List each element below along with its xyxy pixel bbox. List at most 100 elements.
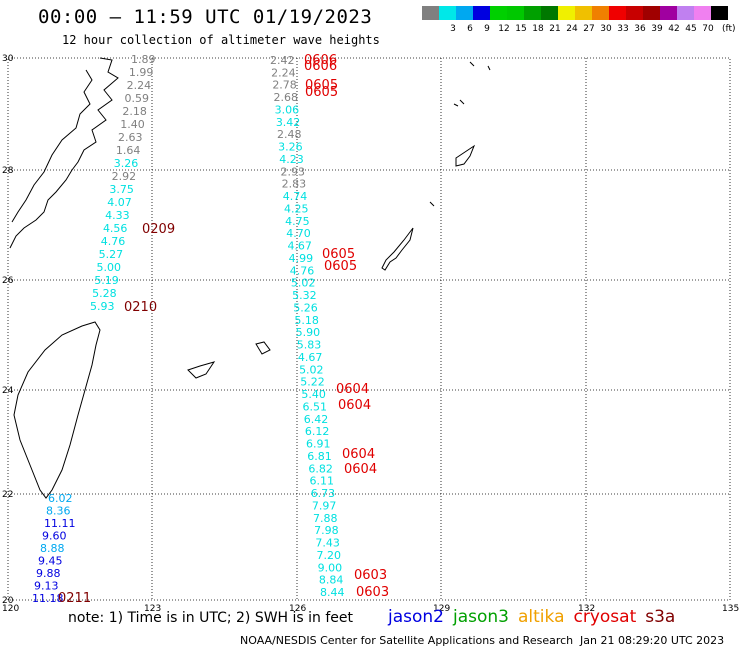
wave-height-value: 5.32: [292, 289, 317, 302]
colorbar-swatch: [541, 6, 558, 20]
wave-height-value: 3.75: [109, 183, 134, 196]
lon-tick-label: 135: [722, 604, 739, 614]
wave-height-value: 6.12: [305, 425, 330, 438]
wave-height-value: 2.63: [118, 131, 143, 144]
wave-height-value: 2.24: [271, 66, 296, 79]
colorbar-tick-label: 27: [583, 24, 594, 34]
wave-height-value: 7.88: [313, 512, 338, 525]
lon-tick-label: 132: [578, 604, 595, 614]
colorbar-swatch: [660, 6, 677, 20]
colorbar-tick-label: 42: [668, 24, 679, 34]
pass-time-label: 0605: [305, 85, 338, 100]
wave-height-value: 5.26: [293, 301, 318, 314]
colorbar-tick-label: 70: [702, 24, 714, 34]
wave-height-value: 5.90: [296, 326, 321, 339]
wave-height-value: 11.11: [44, 517, 76, 530]
wave-height-value: 3.42: [276, 116, 301, 129]
map-frame: [7, 57, 731, 601]
satellite-legend-jason3: jason3: [453, 607, 509, 627]
wave-height-value: 9.88: [36, 567, 61, 580]
colorbar-tick-label: 21: [549, 24, 560, 34]
wave-height-value: 5.02: [299, 363, 324, 376]
okinawa-coast: [381, 227, 414, 271]
pass-time-label: 0603: [356, 585, 389, 600]
wave-height-value: 4.99: [289, 252, 314, 265]
amami-coast: [455, 144, 476, 167]
lat-tick-label: 30: [2, 54, 14, 64]
wave-height-value: 2.24: [127, 79, 151, 92]
wave-height-value: 6.02: [48, 492, 73, 505]
colorbar-swatch: [711, 6, 728, 20]
lon-tick-label: 126: [289, 604, 306, 614]
satellite-legend-cryosat: cryosat: [573, 607, 637, 627]
wave-height-value: 2.83: [282, 178, 307, 191]
colorbar-swatch: [473, 6, 490, 20]
wave-height-colorbar: 3 6 9 12 15 18 21 24 27 30 33 36 39 42 45 70 (ft): [422, 6, 736, 34]
ishigaki-coast: [187, 361, 216, 379]
wave-height-value: 5.00: [96, 261, 121, 274]
wave-height-value: 2.93: [280, 165, 305, 178]
wave-height-value: 11.18: [32, 592, 64, 605]
pass-time-label: 0606: [304, 53, 337, 68]
wave-height-value: 3.26: [278, 141, 303, 154]
wave-height-value: 1.64: [116, 144, 141, 157]
wave-height-value: 4.75: [285, 215, 310, 228]
wave-height-value: 8.44: [320, 586, 345, 599]
page-title: 00:00 – 11:59 UTC 01/19/2023: [38, 6, 373, 28]
pass-time-label: 0604: [336, 382, 369, 397]
wave-height-value: 7.20: [317, 549, 342, 562]
wave-height-value: 1.89: [131, 53, 156, 66]
wave-height-value: 6.81: [307, 450, 332, 463]
units-note: note: 1) Time is in UTC; 2) SWH is in fe…: [68, 610, 354, 626]
timestamp-text: Jan 21 08:29:20 UTC 2023: [580, 634, 725, 647]
colorbar-swatch: [490, 6, 507, 20]
wave-height-value: 4.67: [298, 351, 323, 364]
wave-height-value: 4.07: [107, 196, 131, 209]
wave-height-value: 7.97: [312, 499, 337, 512]
altimeter-tracks: 1.891.992.240.592.181.402.631.643.262.92…: [32, 53, 389, 606]
pass-time-label: 0211: [58, 591, 91, 606]
wave-height-value: 6.11: [310, 475, 335, 488]
colorbar-tick-label: 24: [566, 24, 578, 34]
colorbar-swatch: [422, 6, 439, 20]
lon-tick-label: 120: [2, 604, 19, 614]
wave-height-value: 8.36: [46, 505, 71, 518]
wave-height-value: 4.70: [286, 227, 311, 240]
wave-height-value: 6.91: [306, 438, 331, 451]
wave-height-value: 6.82: [308, 462, 333, 475]
wave-height-value: 6.51: [303, 400, 328, 413]
wave-height-value: 2.78: [272, 79, 297, 92]
wave-height-value: 7.43: [315, 537, 340, 550]
colorbar-tick-label: 39: [651, 24, 663, 34]
colorbar-unit: (ft): [722, 24, 736, 34]
colorbar-swatch: [439, 6, 456, 20]
wave-height-value: 3.26: [114, 157, 139, 170]
grid-lines: [7, 57, 731, 601]
pass-time-label: 0603: [354, 568, 387, 583]
satellite-legend-s3a: s3a: [645, 607, 676, 627]
coastlines: [9, 57, 491, 499]
colorbar-tick-label: 30: [600, 24, 612, 34]
colorbar-swatch: [507, 6, 524, 20]
colorbar-tick-label: 6: [467, 24, 473, 34]
colorbar-tick-label: 9: [484, 24, 490, 34]
colorbar-tick-label: 36: [634, 24, 646, 34]
wave-height-value: 6.42: [304, 413, 329, 426]
lat-tick-label: 28: [2, 166, 14, 176]
wave-height-value: 6.73: [311, 487, 336, 500]
wave-height-value: 1.40: [120, 118, 145, 131]
wave-height-value: 2.48: [277, 128, 302, 141]
wave-height-value: 2.92: [112, 170, 137, 183]
wave-height-value: 9.13: [34, 580, 59, 593]
wave-height-value: 3.06: [275, 103, 300, 116]
lat-tick-label: 24: [2, 386, 14, 396]
colorbar-swatch: [558, 6, 575, 20]
colorbar-swatch: [643, 6, 660, 20]
china-coast: [9, 57, 119, 249]
credit-text: NOAA/NESDIS Center for Satellite Applica…: [240, 634, 574, 647]
wave-height-value: 5.02: [291, 277, 316, 290]
lat-tick-label: 22: [2, 490, 13, 500]
pass-time-label: 0604: [338, 398, 371, 413]
colorbar-swatch: [609, 6, 626, 20]
colorbar-swatch: [677, 6, 694, 20]
